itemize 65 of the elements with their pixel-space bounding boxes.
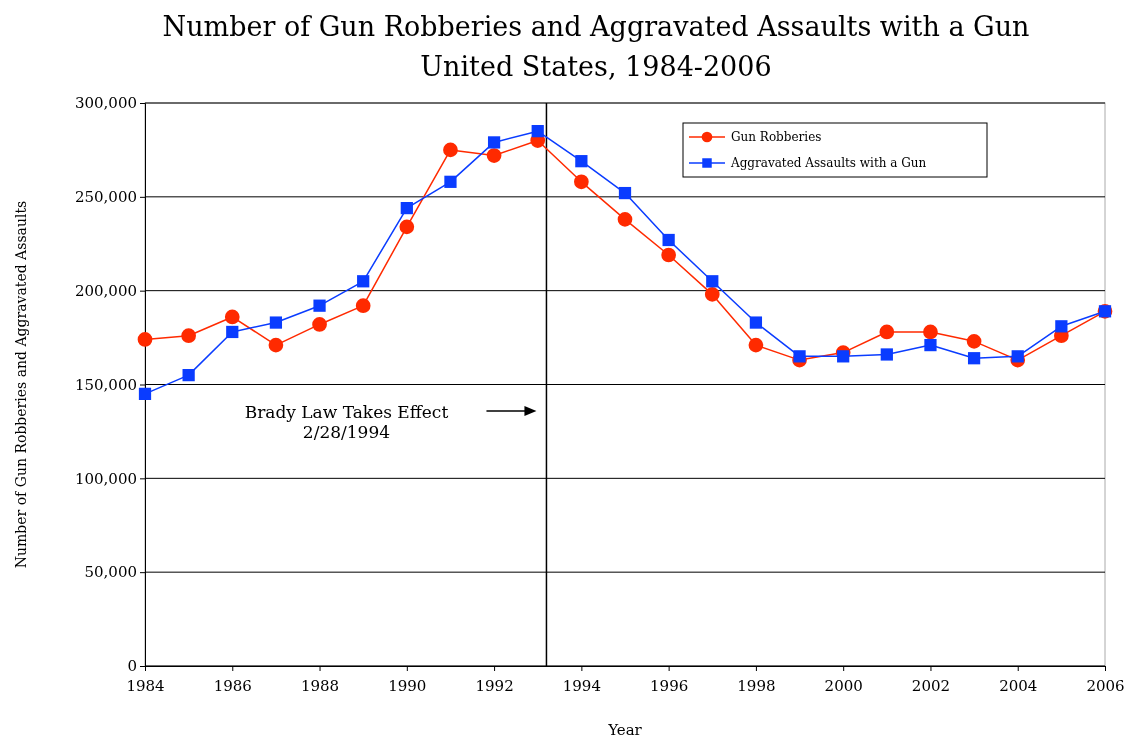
y-tick-label: 200,000 [74, 281, 137, 300]
point [704, 287, 720, 302]
point [575, 155, 588, 168]
x-tick-label: 2000 [824, 676, 863, 695]
point [313, 299, 326, 312]
point [879, 324, 895, 340]
legend-label: Gun Robberies [731, 130, 822, 144]
point [618, 186, 632, 200]
point [443, 142, 458, 158]
point [444, 175, 457, 188]
point [531, 125, 544, 138]
point [967, 352, 981, 365]
x-tick-label: 1984 [126, 676, 165, 695]
x-axis-title: Year [607, 721, 643, 738]
point [399, 219, 415, 235]
point [312, 317, 327, 332]
annotation: Brady Law Takes Effect 2/28/1994 [244, 402, 449, 443]
point [400, 201, 413, 215]
y-tick-label: 50,000 [84, 563, 137, 582]
point [837, 350, 850, 363]
point [226, 325, 239, 339]
x-tick-label: 2006 [1086, 676, 1125, 695]
y-axis-title: Number of Gun Robberies and Aggravated Assaults [13, 200, 29, 569]
point [1055, 320, 1068, 333]
x-tick-label: 2002 [911, 676, 951, 695]
point [137, 332, 153, 347]
x-tick-label: 1992 [475, 676, 514, 695]
point [706, 275, 719, 288]
x-tick-label: 1994 [562, 676, 601, 695]
point [661, 247, 676, 263]
x-tick-label: 1988 [300, 676, 340, 695]
point [357, 275, 370, 288]
x-tick-label: 1986 [213, 676, 252, 695]
chart-title: Number of Gun Robberies and Aggravated Assaults with a Gun [162, 11, 1030, 42]
point [924, 338, 937, 352]
point [880, 348, 893, 361]
y-tick-label: 150,000 [74, 375, 137, 394]
point [574, 174, 589, 190]
y-tick-label: 300,000 [74, 94, 137, 113]
chart-subtitle: United States, 1984-2006 [420, 51, 772, 82]
y-tick-label: 100,000 [74, 469, 137, 488]
point [355, 298, 371, 314]
point [966, 334, 982, 349]
point [487, 136, 501, 149]
point [923, 324, 938, 340]
point [269, 316, 283, 329]
x-tick-label: 1990 [388, 676, 427, 695]
x-tick-label: 2004 [999, 676, 1038, 695]
x-tick-label: 1998 [737, 676, 776, 695]
x-tick-label: 1996 [650, 676, 689, 695]
point [138, 387, 152, 401]
y-tick-label: 250,000 [74, 188, 137, 207]
point [224, 309, 240, 325]
y-tick-label: 0 [127, 657, 137, 676]
point [182, 368, 195, 382]
point [617, 212, 633, 227]
point [749, 316, 763, 329]
point [793, 350, 806, 363]
legend-label: Aggravated Assaults with a Gun [730, 156, 927, 170]
point [1011, 350, 1024, 363]
point [748, 337, 764, 353]
point [181, 328, 196, 344]
point [268, 337, 284, 353]
point [662, 233, 675, 247]
point [486, 148, 502, 163]
